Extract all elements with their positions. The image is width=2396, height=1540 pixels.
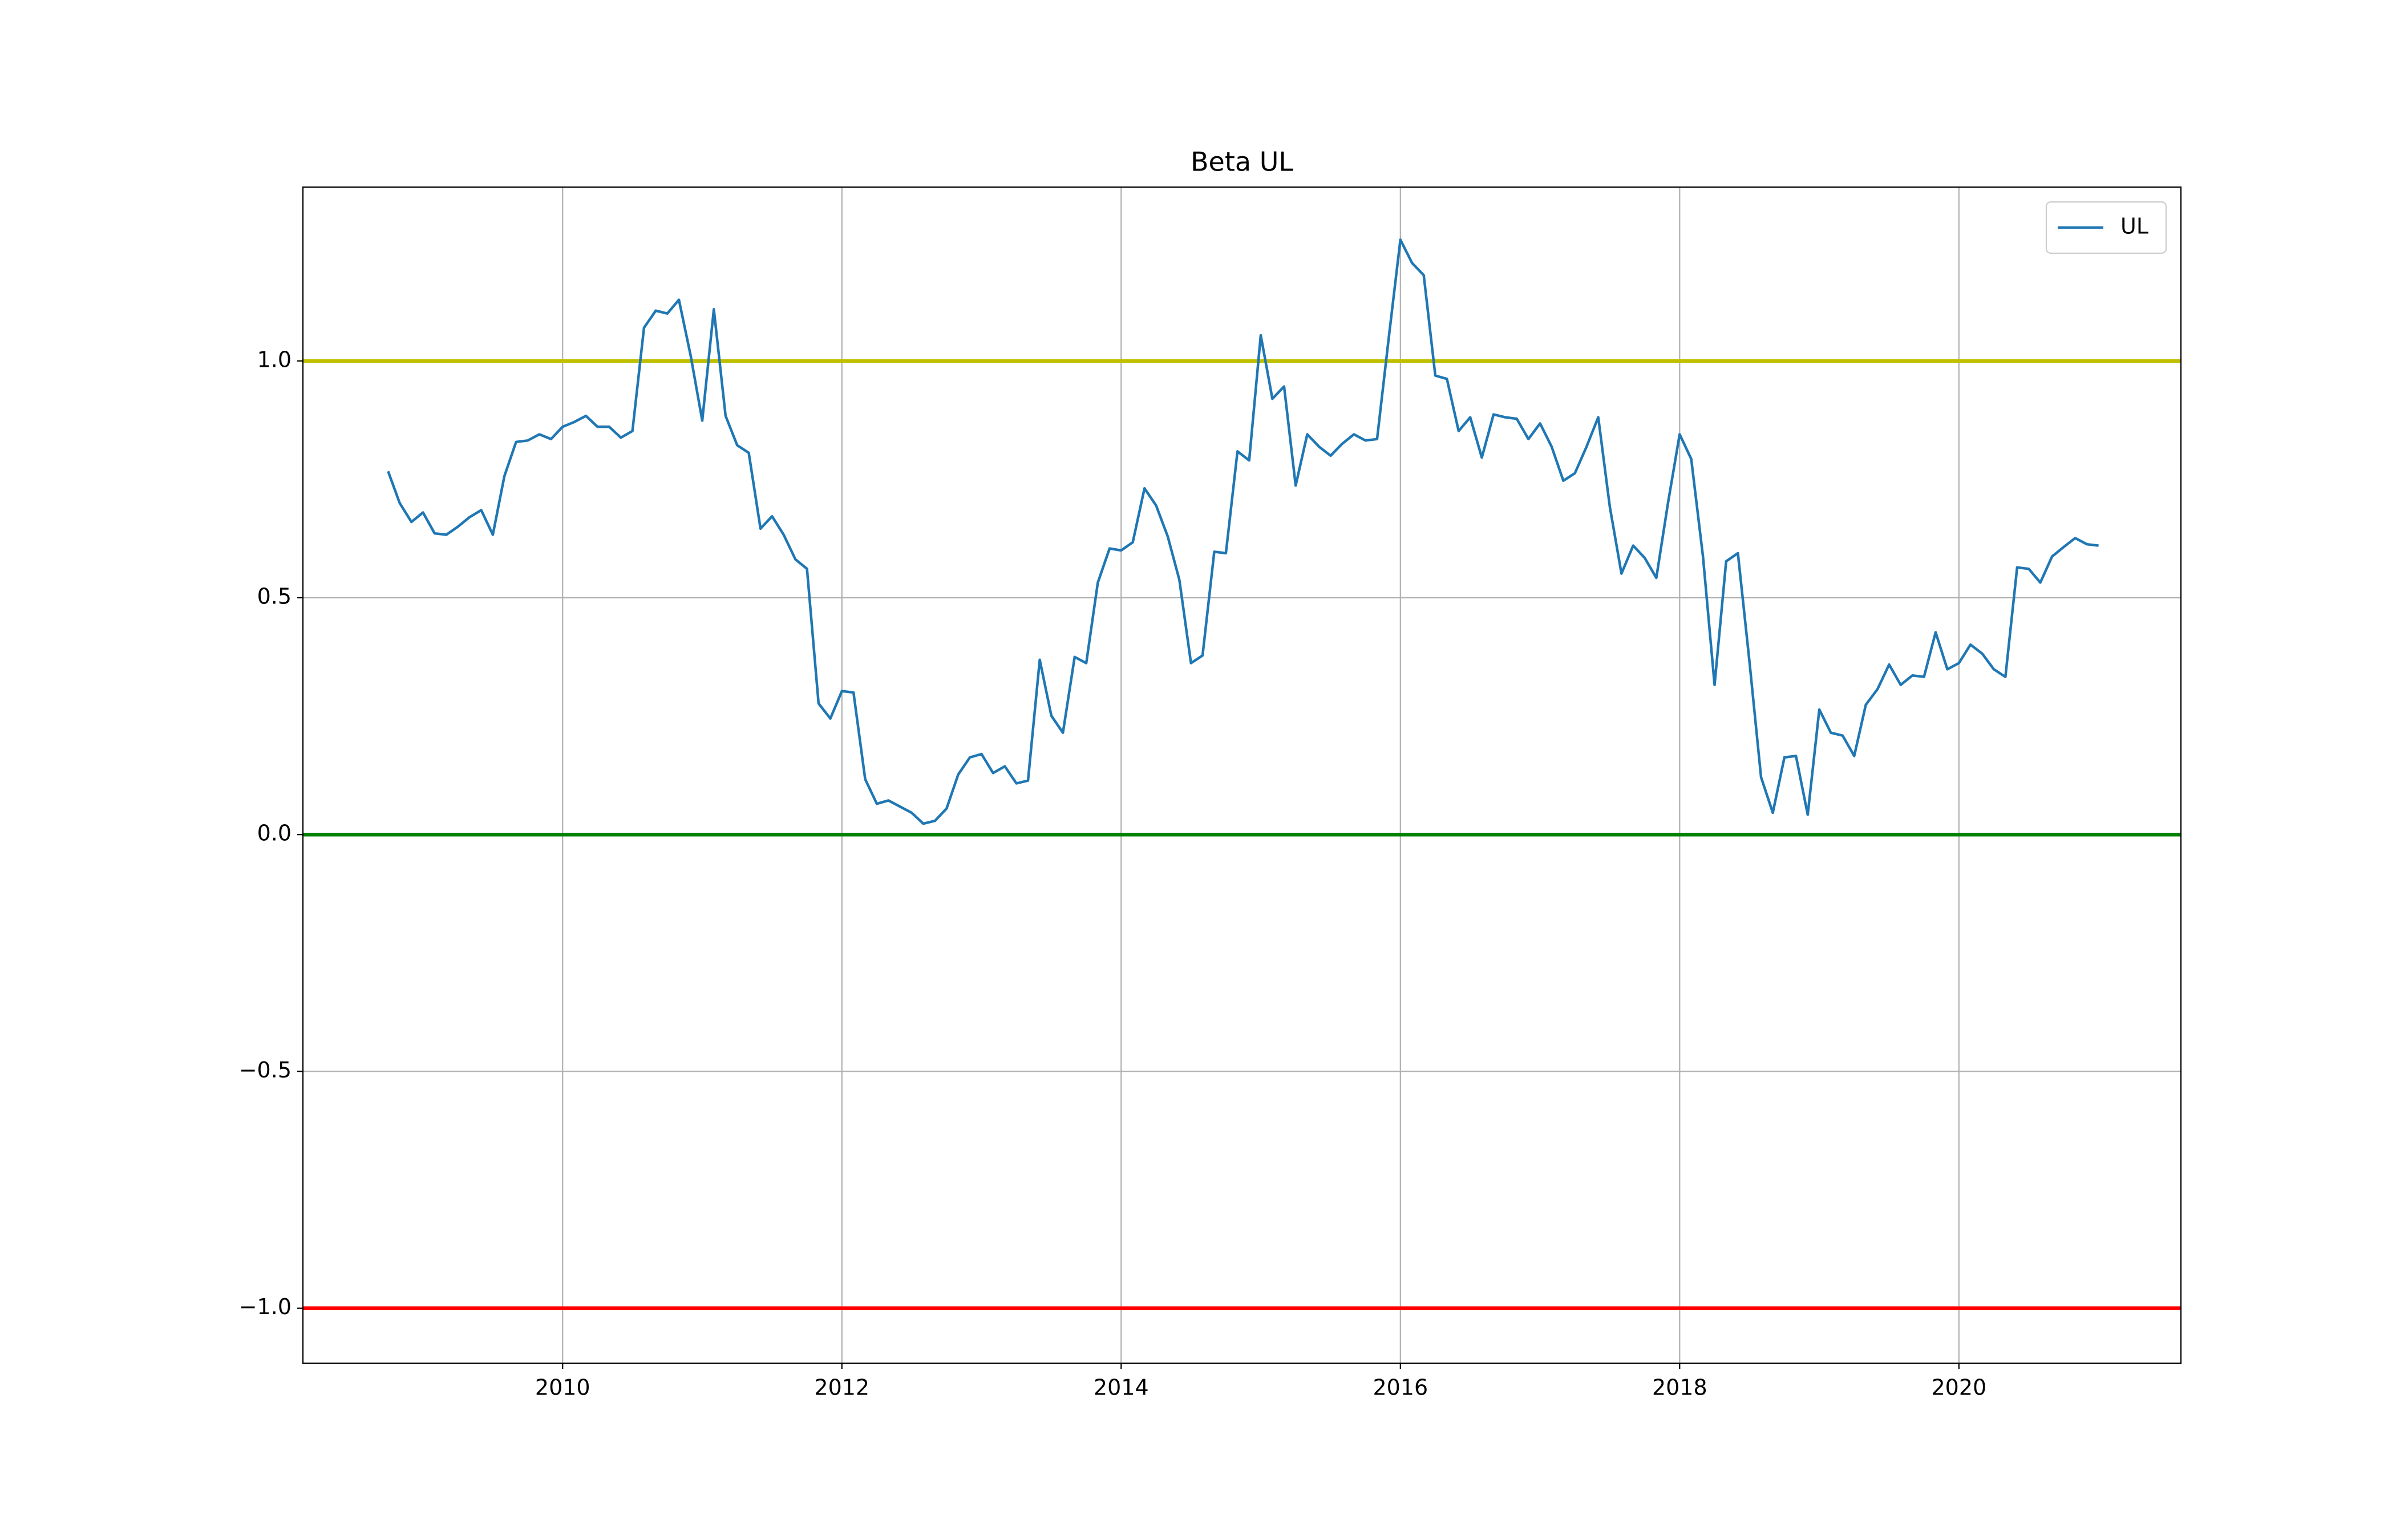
legend-box — [2045, 201, 2167, 254]
axes-frame — [302, 186, 2182, 1364]
x-tick-label: 2010 — [535, 1375, 590, 1400]
x-tick-label: 2018 — [1652, 1375, 1707, 1400]
y-tick-label: 1.0 — [257, 347, 292, 372]
chart-title: Beta UL — [1191, 147, 1293, 177]
y-tick-label: 0.5 — [257, 583, 292, 609]
x-tick-label: 2014 — [1094, 1375, 1149, 1400]
x-tick-label: 2016 — [1373, 1375, 1428, 1400]
y-tick-label: 0.0 — [257, 821, 292, 846]
y-tick-label: −1.0 — [239, 1294, 292, 1319]
x-tick-label: 2012 — [814, 1375, 869, 1400]
legend-label: UL — [2120, 214, 2148, 239]
y-tick-label: −0.5 — [239, 1057, 292, 1083]
x-tick-label: 2020 — [1931, 1375, 1986, 1400]
line-series — [387, 238, 2099, 825]
